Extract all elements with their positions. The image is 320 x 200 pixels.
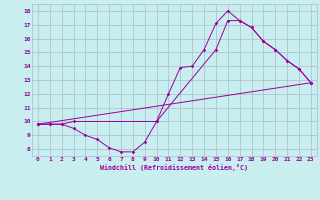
X-axis label: Windchill (Refroidissement éolien,°C): Windchill (Refroidissement éolien,°C)	[100, 164, 248, 171]
